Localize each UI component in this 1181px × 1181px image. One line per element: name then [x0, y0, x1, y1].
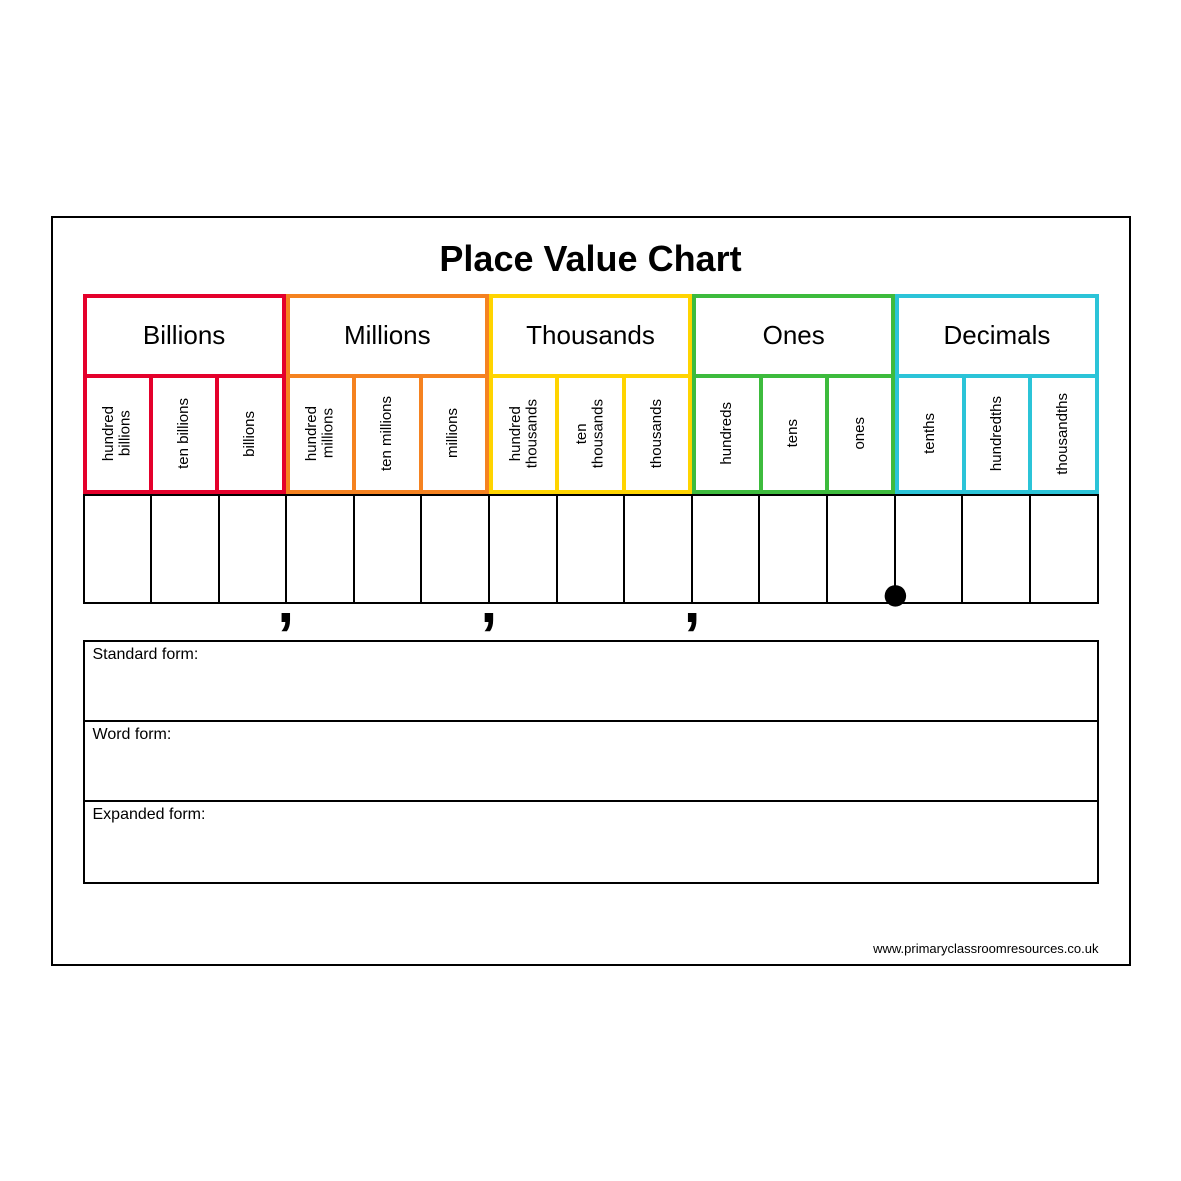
- place-sub-cell: ten millions: [352, 374, 418, 494]
- group-header: Millions: [286, 294, 489, 374]
- place-sub-label: thousands: [649, 399, 666, 468]
- place-sub-cell: hundred millions: [286, 374, 352, 494]
- place-sub-cell: hundred thousands: [489, 374, 555, 494]
- group-sub-row: hundreds tens ones: [692, 374, 895, 494]
- digit-entry-cell[interactable]: [85, 496, 153, 602]
- place-sub-label: hundreds: [719, 402, 736, 465]
- group-header: Ones: [692, 294, 895, 374]
- place-sub-label: hundred millions: [304, 406, 337, 461]
- place-sub-cell: thousandths: [1028, 374, 1098, 494]
- place-sub-cell: thousands: [622, 374, 692, 494]
- place-sub-cell: ten billions: [149, 374, 215, 494]
- group-billions: Billions hundred billions ten billions bill…: [83, 294, 286, 494]
- place-sub-cell: tens: [759, 374, 825, 494]
- place-sub-label: hundredths: [989, 396, 1006, 471]
- place-sub-cell: millions: [419, 374, 489, 494]
- group-sub-row: hundred thousands ten thousands thousands: [489, 374, 692, 494]
- digit-entry-cell[interactable]: [963, 496, 1031, 602]
- digit-entry-strip: ,,,●: [83, 494, 1099, 604]
- digit-entry-cell[interactable]: [152, 496, 220, 602]
- place-sub-cell: hundreds: [692, 374, 758, 494]
- page-title: Place Value Chart: [83, 238, 1099, 280]
- group-millions: Millions hundred millions ten millions mill…: [286, 294, 489, 494]
- place-sub-label: ten thousands: [574, 399, 607, 468]
- decimal-point: ●: [880, 568, 910, 618]
- place-sub-label: billions: [242, 411, 259, 457]
- group-header: Decimals: [895, 294, 1098, 374]
- place-sub-label: millions: [445, 408, 462, 458]
- worksheet-sheet: Place Value Chart Billionshundred billio…: [51, 216, 1131, 966]
- place-sub-cell: ones: [825, 374, 895, 494]
- digit-entry-cell[interactable]: [490, 496, 558, 602]
- group-sub-row: hundred millions ten millions millions: [286, 374, 489, 494]
- place-sub-cell: hundredths: [962, 374, 1028, 494]
- place-sub-cell: billions: [215, 374, 285, 494]
- digit-entry-cell[interactable]: [760, 496, 828, 602]
- footer-url: www.primaryclassroomresources.co.uk: [873, 941, 1098, 956]
- place-sub-label: thousandths: [1055, 393, 1072, 475]
- digit-entry-cell[interactable]: [625, 496, 693, 602]
- digit-entry-row: [83, 494, 1099, 604]
- form-row[interactable]: Word form:: [85, 722, 1097, 802]
- group-header: Thousands: [489, 294, 692, 374]
- digit-entry-cell[interactable]: [1031, 496, 1097, 602]
- thousands-comma: ,: [277, 572, 294, 632]
- place-sub-label: tenths: [922, 413, 939, 454]
- place-value-groups: Billions hundred billions ten billions bill…: [83, 294, 1099, 494]
- form-row[interactable]: Standard form:: [85, 642, 1097, 722]
- place-sub-label: hundred billions: [101, 406, 134, 461]
- group-decimals: Decimals tenths hundredths thousandths: [895, 294, 1098, 494]
- digit-entry-cell[interactable]: [693, 496, 761, 602]
- place-sub-cell: hundred billions: [83, 374, 149, 494]
- group-sub-row: hundred billions ten billions billions: [83, 374, 286, 494]
- group-ones: Ones hundreds tens ones: [692, 294, 895, 494]
- thousands-comma: ,: [481, 572, 498, 632]
- group-thousands: Thousands hundred thousands ten thousands t…: [489, 294, 692, 494]
- group-sub-row: tenths hundredths thousandths: [895, 374, 1098, 494]
- group-header: Billions: [83, 294, 286, 374]
- place-sub-label: ten billions: [176, 398, 193, 469]
- place-sub-label: ten millions: [379, 396, 396, 471]
- digit-entry-cell[interactable]: [558, 496, 626, 602]
- digit-entry-cell[interactable]: [355, 496, 423, 602]
- form-row[interactable]: Expanded form:: [85, 802, 1097, 882]
- place-sub-cell: ten thousands: [555, 374, 621, 494]
- thousands-comma: ,: [684, 572, 701, 632]
- place-sub-label: tens: [785, 419, 802, 447]
- place-sub-label: ones: [852, 417, 869, 450]
- forms-section: Standard form:Word form:Expanded form:: [83, 640, 1099, 884]
- digit-entry-cell[interactable]: [287, 496, 355, 602]
- place-sub-label: hundred thousands: [508, 399, 541, 468]
- place-sub-cell: tenths: [895, 374, 961, 494]
